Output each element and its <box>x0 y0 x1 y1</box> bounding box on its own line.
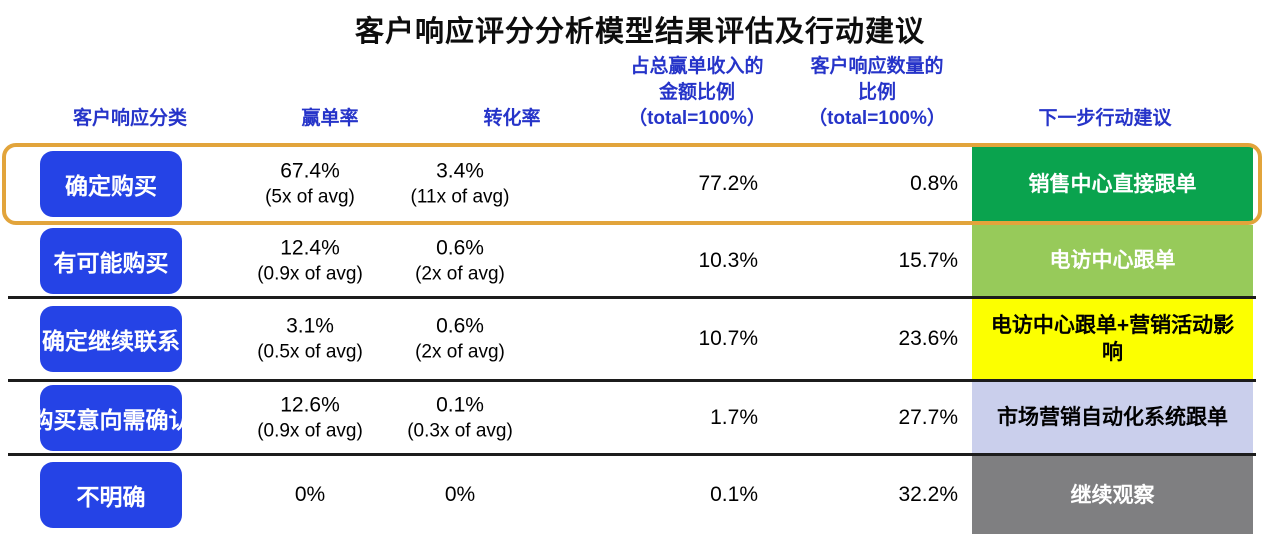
win-rate-cell: 3.1% (0.5x of avg) <box>257 314 363 363</box>
column-header-action: 下一步行动建议 <box>1038 108 1172 129</box>
win-rate-cell: 12.4% (0.9x of avg) <box>257 236 363 284</box>
action-cell: 继续观察 <box>972 456 1253 534</box>
column-header-win-rate: 赢单率 <box>301 108 359 129</box>
revenue-share-cell: 77.2% <box>698 172 758 195</box>
conversion-rate-cell: 0% <box>444 483 476 506</box>
action-cell: 电访中心跟单+营销活动影响 <box>972 299 1253 379</box>
page-title: 客户响应评分分析模型结果评估及行动建议 <box>354 16 925 48</box>
row-divider <box>8 296 1256 299</box>
conversion-rate-cell: 3.4% (11x of avg) <box>410 159 510 208</box>
revenue-share-cell: 10.3% <box>698 248 758 272</box>
category-label: 不明确 <box>76 484 146 510</box>
category-label: 确定购买 <box>65 173 157 199</box>
category-button-bumingque[interactable]: 不明确 <box>40 462 182 528</box>
count-share-cell: 23.6% <box>898 327 958 350</box>
count-share-cell: 32.2% <box>898 483 958 506</box>
revenue-share-cell: 0.1% <box>710 483 758 506</box>
count-share-line3: （total=100%） <box>808 108 946 129</box>
win-rate-cell: 12.6% (0.9x of avg) <box>257 393 363 441</box>
revenue-share-cell: 10.7% <box>698 327 758 350</box>
table-row: 有可能购买 12.4% (0.9x of avg) 0.6% (2x of av… <box>0 225 1280 296</box>
row-divider <box>8 379 1256 382</box>
action-cell: 市场营销自动化系统跟单 <box>972 382 1253 453</box>
category-label: 有可能购买 <box>53 249 169 276</box>
table-row: 确定继续联系 3.1% (0.5x of avg) 0.6% (2x of av… <box>0 299 1280 379</box>
conversion-rate-cell: 0.6% (2x of avg) <box>415 314 505 363</box>
column-header-conversion-rate: 转化率 <box>483 108 541 129</box>
revenue-share-line1: 占总赢单收入的 <box>630 56 764 77</box>
column-header-revenue-share: 占总赢单收入的 金额比例 （total=100%） <box>582 54 812 132</box>
category-button-queding-goumai[interactable]: 确定购买 <box>40 151 182 217</box>
revenue-share-line2: 金额比例 <box>658 82 735 103</box>
category-button-queding-jixu-lianxi[interactable]: 确定继续联系 <box>40 306 182 372</box>
category-label: 购买意向需确认 <box>40 406 182 433</box>
count-share-cell: 15.7% <box>898 248 958 272</box>
count-share-line2: 比例 <box>857 82 896 103</box>
table-row: 不明确 0% 0% 0.1% 32.2% 继续观察 <box>0 456 1280 534</box>
revenue-share-cell: 1.7% <box>710 405 758 429</box>
row-divider <box>8 453 1256 456</box>
conversion-rate-cell: 0.6% (2x of avg) <box>415 236 505 284</box>
revenue-share-line3: （total=100%） <box>628 108 766 129</box>
category-button-goumai-yixiang[interactable]: 购买意向需确认 <box>40 384 182 451</box>
action-cell: 电访中心跟单 <box>972 225 1253 296</box>
action-cell: 销售中心直接跟单 <box>972 147 1253 221</box>
column-header-category: 客户响应分类 <box>72 108 187 129</box>
win-rate-cell: 67.4% (5x of avg) <box>265 159 355 208</box>
category-button-youkeneng-goumai[interactable]: 有可能购买 <box>40 227 182 294</box>
category-label: 确定继续联系 <box>42 328 180 354</box>
table-row: 购买意向需确认 12.6% (0.9x of avg) 0.1% (0.3x o… <box>0 382 1280 453</box>
column-header-count-share: 客户响应数量的 比例 （total=100%） <box>762 54 992 132</box>
conversion-rate-cell: 0.1% (0.3x of avg) <box>407 393 513 441</box>
count-share-cell: 27.7% <box>898 405 958 429</box>
table-row: 确定购买 67.4% (5x of avg) 3.4% (11x of avg)… <box>0 147 1280 221</box>
win-rate-cell: 0% <box>294 483 326 506</box>
count-share-cell: 0.8% <box>910 172 958 195</box>
count-share-line1: 客户响应数量的 <box>810 56 944 77</box>
